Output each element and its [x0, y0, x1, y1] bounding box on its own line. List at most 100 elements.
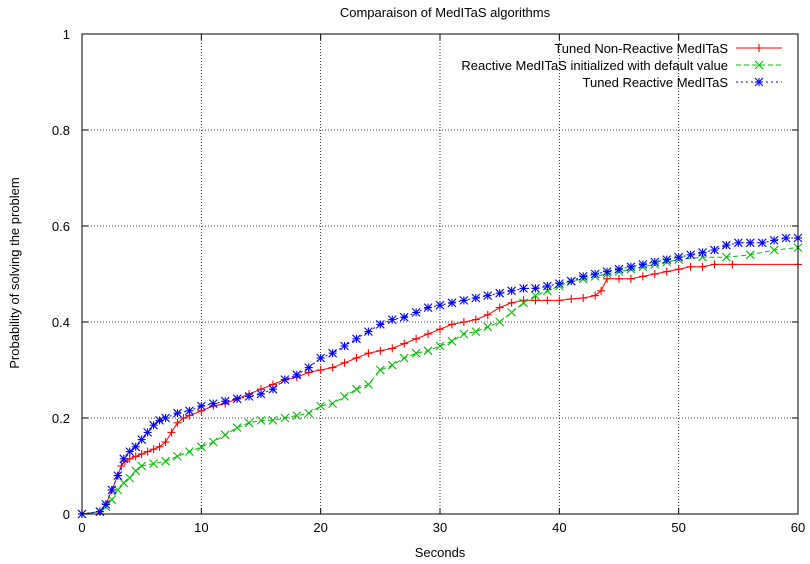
- data-point: [483, 310, 492, 319]
- data-point: [447, 320, 456, 329]
- data-point: [143, 428, 153, 437]
- data-point: [591, 291, 600, 300]
- data-point: [674, 252, 684, 262]
- data-point: [769, 236, 779, 245]
- data-point: [173, 418, 182, 427]
- data-point: [733, 238, 743, 248]
- data-point: [543, 281, 552, 291]
- legend-item: Reactive MedITaS initialized with defaul…: [461, 58, 782, 73]
- data-point: [364, 327, 373, 336]
- x-axis-label: Seconds: [415, 545, 466, 560]
- data-point: [155, 442, 164, 451]
- x-tick-label: 60: [791, 520, 805, 535]
- data-point: [196, 401, 206, 411]
- data-point: [507, 308, 516, 317]
- data-point: [650, 270, 659, 278]
- data-point: [316, 401, 326, 411]
- data-point: [304, 363, 314, 372]
- data-point: [781, 233, 791, 243]
- legend-item: Tuned Non-Reactive MedITaS: [554, 41, 782, 56]
- y-tick-label: 0: [63, 507, 70, 522]
- data-point: [304, 408, 314, 418]
- data-point: [143, 447, 152, 456]
- data-point: [131, 466, 141, 476]
- data-point: [745, 238, 755, 248]
- data-point: [173, 408, 182, 418]
- data-point: [543, 296, 552, 305]
- data-point: [107, 485, 117, 495]
- data-point: [447, 336, 457, 346]
- data-point: [662, 255, 672, 264]
- x-tick-label: 50: [671, 520, 685, 535]
- data-point: [185, 406, 194, 416]
- data-point: [722, 240, 731, 250]
- data-point: [328, 399, 337, 408]
- data-point: [119, 454, 129, 464]
- data-point: [149, 445, 158, 454]
- data-point: [352, 354, 361, 362]
- legend-item: Tuned Reactive MedITaS: [583, 75, 782, 90]
- data-point: [698, 262, 707, 271]
- data-point: [256, 389, 266, 399]
- data-point: [268, 384, 278, 394]
- x-axis: 0 10 20 30 40 50 60: [78, 34, 805, 535]
- data-point: [364, 380, 373, 389]
- data-point: [435, 341, 445, 351]
- data-point: [423, 346, 433, 356]
- data-point: [459, 318, 468, 326]
- data-point: [399, 353, 409, 363]
- data-point: [507, 286, 516, 296]
- data-point: [769, 245, 779, 255]
- series-2: [77, 243, 803, 519]
- data-point: [483, 291, 493, 300]
- grid: [82, 34, 798, 514]
- data-point: [364, 349, 373, 358]
- data-point: [375, 365, 385, 375]
- data-point: [399, 312, 409, 322]
- data-point: [710, 245, 719, 255]
- data-point: [615, 274, 623, 283]
- y-axis: 0 0.2 0.4 0.6 0.8 1: [52, 27, 798, 522]
- data-point: [137, 435, 147, 444]
- data-point: [256, 416, 266, 425]
- data-point: [686, 262, 695, 271]
- data-point: [578, 272, 588, 281]
- legend-marker: [755, 44, 763, 52]
- data-point: [566, 276, 576, 286]
- data-point: [602, 267, 612, 276]
- data-point: [232, 423, 242, 432]
- data-point: [411, 348, 421, 358]
- data-point: [244, 418, 254, 428]
- chart-title: Comparaison of MedITaS algorithms: [340, 5, 551, 20]
- x-tick-label: 20: [313, 520, 327, 535]
- data-point: [519, 298, 528, 308]
- data-point: [149, 420, 158, 430]
- data-point: [411, 308, 421, 317]
- data-point: [554, 279, 564, 288]
- data-point: [424, 330, 433, 338]
- data-point: [626, 262, 636, 272]
- data-point: [579, 294, 588, 302]
- data-point: [161, 456, 170, 466]
- data-point: [292, 411, 302, 420]
- data-point: [340, 341, 349, 351]
- data-point: [137, 461, 147, 471]
- y-axis-label: Probability of solving the problem: [7, 177, 22, 369]
- legend-marker: [754, 60, 764, 70]
- data-point: [179, 414, 188, 422]
- data-point: [173, 452, 182, 461]
- data-point: [745, 250, 755, 260]
- data-point: [614, 264, 624, 274]
- data-point: [167, 428, 176, 437]
- data-point: [483, 322, 493, 332]
- y-tick-label: 0.4: [52, 315, 70, 330]
- data-point: [208, 437, 218, 447]
- data-point: [567, 294, 576, 303]
- data-point: [471, 315, 480, 324]
- data-point: [280, 413, 290, 423]
- data-point: [650, 257, 660, 267]
- data-point: [387, 360, 397, 370]
- x-tick-label: 30: [433, 520, 447, 535]
- data-point: [638, 272, 647, 281]
- data-point: [137, 450, 146, 458]
